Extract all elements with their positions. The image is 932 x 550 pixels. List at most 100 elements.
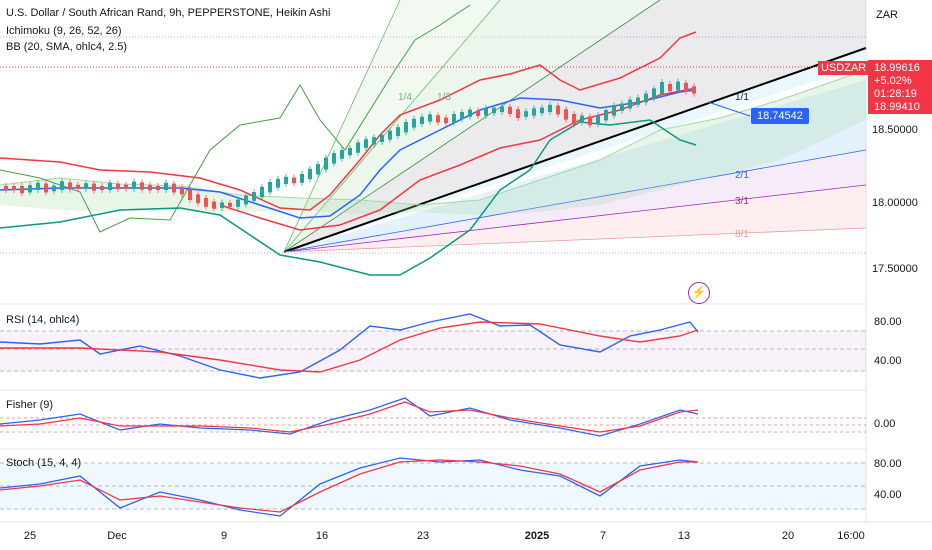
rsi-label[interactable]: RSI (14, ohlc4) xyxy=(6,314,80,326)
legend-bb[interactable]: BB (20, SMA, ohlc4, 2.5) xyxy=(6,41,128,53)
candle-body xyxy=(276,178,280,188)
candle-body xyxy=(564,109,568,120)
candle-body xyxy=(284,176,288,184)
candle-body xyxy=(180,187,184,195)
candle-body xyxy=(156,186,160,190)
gann-line xyxy=(283,0,501,253)
candle-body xyxy=(636,97,640,105)
fisher-label[interactable]: Fisher (9) xyxy=(6,399,54,411)
candle-body xyxy=(492,107,496,114)
candle-body xyxy=(44,183,48,193)
candle-body xyxy=(540,107,544,114)
marker-price[interactable]: 18.74542 xyxy=(751,108,809,124)
candle-body xyxy=(628,99,632,109)
candle-body xyxy=(476,110,480,116)
candle-body xyxy=(140,182,144,190)
gann-line-main xyxy=(283,47,867,253)
candle-body xyxy=(268,182,272,193)
gann-label: 1/4 xyxy=(398,92,412,103)
time-label: 13 xyxy=(677,530,691,542)
candle-body xyxy=(332,153,336,164)
candle-body xyxy=(380,134,384,142)
gann-label: 1/1 xyxy=(735,92,749,103)
rsi-ma xyxy=(0,321,699,373)
candle-body xyxy=(660,82,664,94)
candle-body xyxy=(212,201,216,209)
legend-title: U.S. Dollar / South African Rand, 9h, PE… xyxy=(6,7,331,19)
legend-ichimoku[interactable]: Ichimoku (9, 26, 52, 26) xyxy=(6,25,122,37)
candle-body xyxy=(348,148,352,156)
candle-body xyxy=(324,157,328,170)
candle-body xyxy=(644,93,648,103)
gann-label: 8/1 xyxy=(735,229,749,240)
candle-body xyxy=(76,184,80,189)
candle-body xyxy=(572,114,576,125)
candle-body xyxy=(428,114,432,122)
gann-line xyxy=(283,0,661,253)
candle-body xyxy=(28,185,32,193)
candle-body xyxy=(412,118,416,128)
gann-line xyxy=(283,227,867,253)
gann-label: 1/3 xyxy=(437,92,451,103)
candle-body xyxy=(60,181,64,190)
low-price: 18.99410 xyxy=(874,101,920,113)
candle-body xyxy=(340,150,344,159)
gann-label: 3/1 xyxy=(735,196,749,207)
candle-body xyxy=(36,182,40,190)
candle-body xyxy=(308,168,312,180)
candle-body xyxy=(148,184,152,191)
candle-body xyxy=(388,130,392,140)
time-label: 7 xyxy=(599,530,607,542)
candle-body xyxy=(420,116,424,124)
candle-body xyxy=(508,106,512,114)
candle-body xyxy=(196,194,200,204)
candle-body xyxy=(460,112,464,120)
rsi-tick: 40.00 xyxy=(874,355,902,367)
candle-body xyxy=(468,109,472,117)
time-label: 23 xyxy=(416,530,430,542)
price-tick: 17.50000 xyxy=(872,263,918,275)
fisher-tick: 0.00 xyxy=(874,418,896,430)
candle-body xyxy=(676,81,680,91)
bar-countdown: 01:28:19 xyxy=(874,88,917,100)
candle-body xyxy=(548,104,552,112)
time-label: 25 xyxy=(23,530,37,542)
price-change: +5.02% xyxy=(874,75,912,87)
fisher-line xyxy=(0,397,699,437)
time-label: 20 xyxy=(781,530,795,542)
candle-body xyxy=(516,109,520,118)
candle-body xyxy=(684,82,688,92)
last-price: 18.99616 xyxy=(874,62,920,74)
candle-body xyxy=(124,184,128,189)
candle-body xyxy=(652,88,656,99)
candle-body xyxy=(116,183,120,190)
flash-alert-icon[interactable]: ⚡ xyxy=(688,282,710,304)
candle-body xyxy=(532,108,536,116)
gann-label: 2/1 xyxy=(735,170,749,181)
bb-lower xyxy=(0,119,697,276)
stoch-label[interactable]: Stoch (15, 4, 4) xyxy=(6,457,82,469)
stoch-tick: 40.00 xyxy=(874,489,902,501)
candle-body xyxy=(188,189,192,200)
ichimoku-lagging xyxy=(0,4,471,233)
candle-body xyxy=(372,137,376,145)
time-label: 16 xyxy=(315,530,329,542)
candle-body xyxy=(4,186,8,190)
candle-body xyxy=(204,198,208,207)
projection-line xyxy=(707,101,751,117)
candle-body xyxy=(396,127,400,136)
currency-selector[interactable]: ZAR xyxy=(876,9,898,21)
candle-body xyxy=(692,86,696,94)
last-price-box xyxy=(868,60,932,114)
symbol-tag: USDZAR xyxy=(818,61,870,75)
candle-body xyxy=(620,103,624,111)
candle-body xyxy=(12,186,16,190)
stoch-d xyxy=(0,459,698,513)
candle-body xyxy=(604,110,608,121)
candle-body xyxy=(132,181,136,189)
candle-body xyxy=(100,186,104,190)
bb-upper xyxy=(0,31,697,211)
price-tick: 18.00000 xyxy=(872,197,918,209)
